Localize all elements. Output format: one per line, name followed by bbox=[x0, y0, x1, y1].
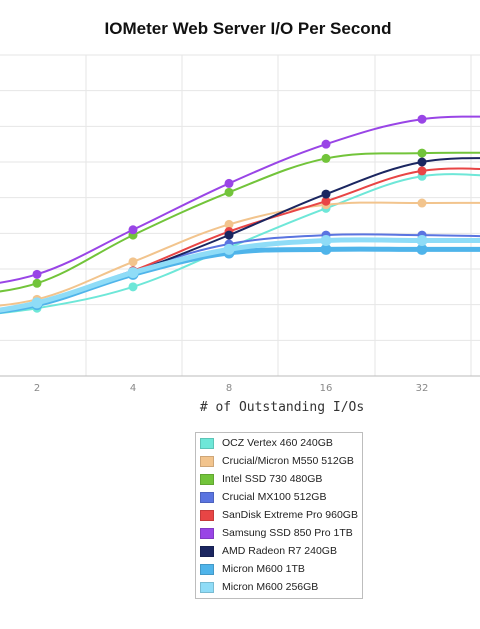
data-point bbox=[416, 243, 428, 255]
legend-item[interactable]: OCZ Vertex 460 240GB bbox=[200, 434, 362, 452]
data-point bbox=[320, 234, 332, 246]
legend-swatch bbox=[200, 509, 214, 521]
data-point bbox=[223, 243, 235, 255]
data-point bbox=[417, 114, 427, 124]
data-point bbox=[32, 269, 42, 279]
legend-swatch bbox=[200, 545, 214, 557]
data-point bbox=[320, 243, 332, 255]
legend-label: Samsung SSD 850 Pro 1TB bbox=[222, 527, 353, 539]
legend-item[interactable]: Crucial/Micron M550 512GB bbox=[200, 452, 362, 470]
legend-label: Micron M600 256GB bbox=[222, 581, 319, 593]
legend-label: Crucial/Micron M550 512GB bbox=[222, 455, 354, 467]
x-tick-label: 32 bbox=[416, 383, 429, 394]
legend-item[interactable]: Micron M600 1TB bbox=[200, 560, 362, 578]
chart-title: IOMeter Web Server I/O Per Second bbox=[104, 19, 392, 38]
data-point bbox=[224, 219, 234, 229]
data-point bbox=[321, 139, 331, 149]
series-6 bbox=[0, 114, 480, 284]
legend-swatch bbox=[200, 437, 214, 449]
legend: OCZ Vertex 460 240GB Crucial/Micron M550 … bbox=[195, 432, 363, 599]
legend-label: Intel SSD 730 480GB bbox=[222, 473, 323, 485]
data-point bbox=[321, 153, 331, 163]
legend-item[interactable]: AMD Radeon R7 240GB bbox=[200, 542, 362, 560]
legend-swatch bbox=[200, 527, 214, 539]
x-tick-label: 2 bbox=[34, 383, 40, 394]
legend-swatch bbox=[200, 563, 214, 575]
data-point bbox=[417, 198, 427, 208]
data-point bbox=[417, 148, 427, 158]
x-axis-ticks: 2 4 8 16 32 bbox=[34, 383, 429, 394]
legend-item[interactable]: Crucial MX100 512GB bbox=[200, 488, 362, 506]
gridlines bbox=[0, 54, 480, 377]
data-point bbox=[31, 297, 43, 309]
legend-label: AMD Radeon R7 240GB bbox=[222, 545, 337, 557]
data-point bbox=[224, 187, 234, 197]
legend-item[interactable]: Samsung SSD 850 Pro 1TB bbox=[200, 524, 362, 542]
series-8 bbox=[0, 243, 480, 314]
legend-swatch bbox=[200, 581, 214, 593]
legend-item[interactable]: Micron M600 256GB bbox=[200, 578, 362, 596]
line-chart: 2 4 8 16 32 bbox=[0, 54, 480, 394]
series-lines bbox=[0, 114, 480, 315]
data-point bbox=[32, 278, 42, 288]
series-9 bbox=[0, 234, 480, 313]
legend-label: SanDisk Extreme Pro 960GB bbox=[222, 509, 358, 521]
legend-label: Micron M600 1TB bbox=[222, 563, 305, 575]
data-point bbox=[128, 257, 138, 267]
data-point bbox=[321, 196, 331, 206]
data-point bbox=[321, 189, 331, 199]
legend-item[interactable]: Intel SSD 730 480GB bbox=[200, 470, 362, 488]
data-point bbox=[127, 267, 139, 279]
data-point bbox=[416, 234, 428, 246]
legend-swatch bbox=[200, 473, 214, 485]
x-tick-label: 4 bbox=[130, 383, 136, 394]
legend-label: Crucial MX100 512GB bbox=[222, 491, 327, 503]
legend-swatch bbox=[200, 455, 214, 467]
data-point bbox=[128, 225, 138, 235]
series-3 bbox=[0, 148, 480, 293]
data-point bbox=[417, 157, 427, 167]
legend-swatch bbox=[200, 491, 214, 503]
legend-label: OCZ Vertex 460 240GB bbox=[222, 437, 333, 449]
x-tick-label: 8 bbox=[226, 383, 232, 394]
data-point bbox=[224, 178, 234, 188]
x-axis-title: # of Outstanding I/Os bbox=[199, 400, 365, 415]
x-tick-label: 16 bbox=[320, 383, 333, 394]
data-point bbox=[224, 230, 234, 240]
data-point bbox=[128, 282, 138, 292]
legend-item[interactable]: SanDisk Extreme Pro 960GB bbox=[200, 506, 362, 524]
data-point bbox=[417, 166, 427, 176]
